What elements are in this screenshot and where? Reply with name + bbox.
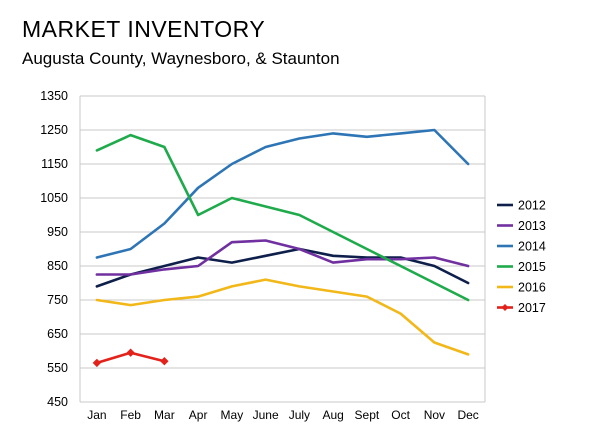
chart-title: MARKET INVENTORY bbox=[22, 16, 266, 42]
x-tick-label: June bbox=[253, 408, 279, 422]
legend-label-2013: 2013 bbox=[518, 219, 546, 233]
y-tick-label: 950 bbox=[47, 225, 68, 239]
legend-label-2016: 2016 bbox=[518, 281, 546, 295]
x-tick-label: Nov bbox=[424, 408, 445, 422]
chart-subtitle: Augusta County, Waynesboro, & Staunton bbox=[22, 49, 340, 68]
y-tick-label: 850 bbox=[47, 259, 68, 273]
x-tick-label: Aug bbox=[322, 408, 343, 422]
x-tick-label: Oct bbox=[391, 408, 410, 422]
x-tick-label: May bbox=[221, 408, 244, 422]
y-tick-label: 1250 bbox=[40, 123, 68, 137]
legend-label-2015: 2015 bbox=[518, 260, 546, 274]
y-tick-label: 650 bbox=[47, 327, 68, 341]
series-line-2012 bbox=[95, 247, 470, 288]
data-point-2017 bbox=[126, 348, 135, 357]
x-tick-label: July bbox=[289, 408, 310, 422]
series-line-2013 bbox=[95, 239, 470, 276]
series-line-2015 bbox=[95, 133, 470, 302]
y-tick-label: 1150 bbox=[41, 157, 68, 171]
x-tick-label: Jan bbox=[87, 408, 106, 422]
x-tick-label: Dec bbox=[457, 408, 478, 422]
legend-label-2014: 2014 bbox=[518, 240, 546, 254]
y-tick-label: 1350 bbox=[40, 89, 68, 103]
y-tick-label: 550 bbox=[47, 361, 68, 375]
x-tick-label: Mar bbox=[154, 408, 175, 422]
y-tick-label: 1050 bbox=[40, 191, 68, 205]
y-tick-label: 450 bbox=[47, 395, 68, 409]
x-tick-label: Sept bbox=[355, 408, 380, 422]
x-tick-label: Apr bbox=[189, 408, 208, 422]
data-point-2017 bbox=[92, 358, 102, 368]
data-point-2017 bbox=[160, 357, 169, 366]
y-tick-label: 750 bbox=[47, 293, 68, 307]
legend-label-2012: 2012 bbox=[518, 199, 546, 213]
legend-label-2017: 2017 bbox=[518, 301, 546, 315]
x-tick-label: Feb bbox=[120, 408, 141, 422]
series-line-2014 bbox=[95, 128, 470, 259]
legend-marker-2017 bbox=[501, 304, 509, 311]
series-line-2016 bbox=[95, 278, 470, 356]
